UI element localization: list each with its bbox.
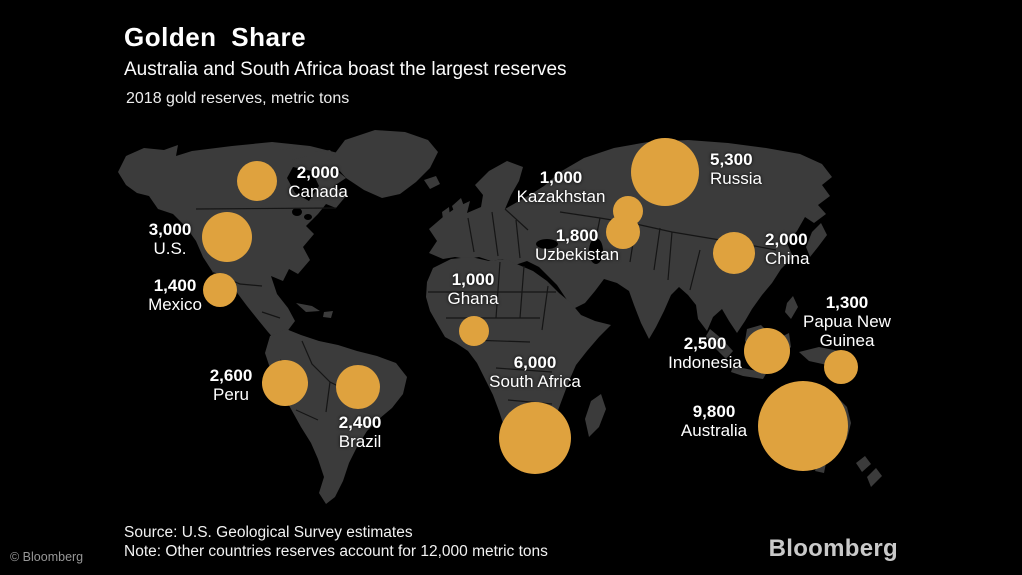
chart-subtitle: Australia and South Africa boast the lar… xyxy=(124,59,567,80)
note-line: Note: Other countries reserves account f… xyxy=(124,543,548,560)
islands-philippines xyxy=(785,296,798,319)
bubble-brazil xyxy=(336,365,380,409)
islands-new-zealand xyxy=(856,456,882,487)
continent-africa xyxy=(426,257,611,471)
continent-south-america xyxy=(265,329,407,504)
bubble-ghana xyxy=(459,316,489,346)
islands-japan xyxy=(806,223,827,257)
bubble-peru xyxy=(262,360,308,406)
islands-caribbean xyxy=(296,303,333,318)
bubble-uzbekistan xyxy=(606,215,640,249)
source-note: Source: U.S. Geological Survey estimates… xyxy=(124,523,548,561)
bloomberg-logo: Bloomberg xyxy=(768,535,898,562)
hudson-bay xyxy=(287,167,319,201)
arctic-islands xyxy=(280,147,336,162)
great-lakes xyxy=(304,214,312,220)
bubble-mexico xyxy=(203,273,237,307)
caspian-sea xyxy=(589,238,603,264)
bubble-south-africa xyxy=(499,402,571,474)
bubble-russia xyxy=(631,138,699,206)
bubble-australia xyxy=(758,381,848,471)
continent-greenland xyxy=(330,130,438,198)
bubble-china xyxy=(713,232,755,274)
copyright-text: © Bloomberg xyxy=(10,550,84,564)
great-lakes xyxy=(292,208,302,216)
bubble-canada xyxy=(237,161,277,201)
black-sea xyxy=(536,239,558,249)
bubble-papua-new-guinea xyxy=(824,350,858,384)
source-line: Source: U.S. Geological Survey estimates xyxy=(124,524,413,541)
island-madagascar xyxy=(585,394,606,437)
chart-unit-caption: 2018 gold reserves, metric tons xyxy=(126,90,350,107)
bubble-indonesia xyxy=(744,328,790,374)
inland-water xyxy=(287,167,603,264)
chart-header: Golden Share Australia and South Africa … xyxy=(124,22,567,109)
bubble-u-s xyxy=(202,212,252,262)
chart-title: Golden Share xyxy=(124,22,307,52)
reserve-bubbles xyxy=(202,138,858,474)
island-iceland xyxy=(424,176,440,189)
